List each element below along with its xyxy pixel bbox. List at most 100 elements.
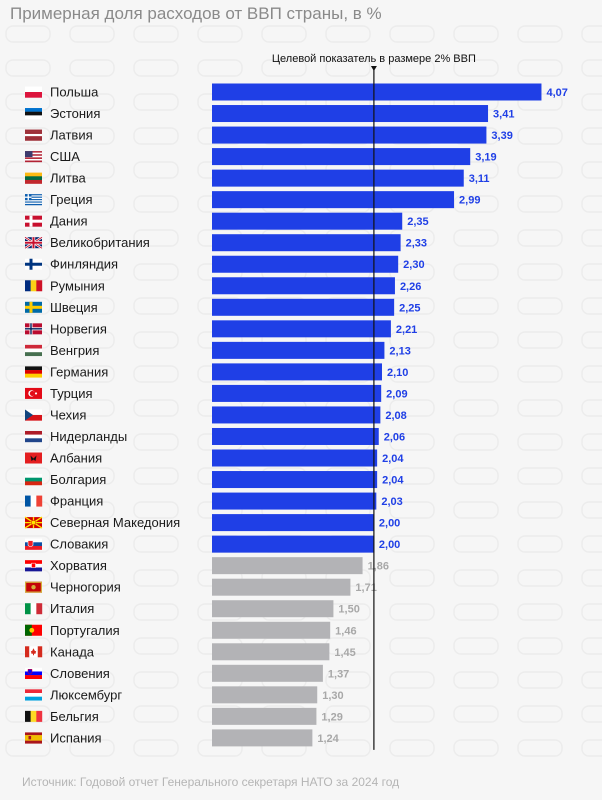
- flag-de-icon: [25, 366, 42, 378]
- watermark-tile: [389, 705, 435, 723]
- country-label: Турция: [50, 386, 93, 401]
- watermark-tile: [581, 569, 602, 587]
- flag-me-icon: [25, 581, 43, 593]
- country-label: Чехия: [50, 407, 86, 422]
- watermark-tile: [69, 195, 115, 213]
- flag-us-icon: [25, 151, 42, 163]
- flag-fr-icon: [25, 495, 43, 507]
- watermark-tile: [517, 569, 563, 587]
- watermark-tile: [581, 127, 602, 145]
- bar: [212, 643, 330, 661]
- country-label: Венгрия: [50, 343, 99, 358]
- bar: [212, 212, 403, 230]
- watermark-tile: [453, 671, 499, 689]
- watermark-tile: [133, 229, 179, 247]
- watermark-tile: [133, 467, 179, 485]
- flag-no-icon: [25, 323, 42, 335]
- watermark-tile: [517, 603, 563, 621]
- flag-dk-icon: [25, 215, 42, 227]
- watermark-tile: [581, 603, 602, 621]
- watermark-tile: [133, 93, 179, 111]
- value-label: 2,13: [389, 345, 410, 357]
- watermark-tile: [517, 705, 563, 723]
- country-label: Люксембург: [50, 687, 122, 702]
- watermark-tile: [453, 263, 499, 281]
- flag-lv-icon: [25, 129, 42, 141]
- flag-fi-icon: [25, 258, 42, 270]
- value-label: 2,00: [379, 539, 400, 551]
- flag-mk-icon: [24, 516, 43, 529]
- watermark-tile: [389, 331, 435, 349]
- watermark-tile: [517, 229, 563, 247]
- flag-hu-icon: [25, 344, 42, 357]
- watermark-tile: [517, 195, 563, 213]
- country-label: Нидерланды: [50, 429, 127, 444]
- watermark-tile: [389, 501, 435, 519]
- watermark-tile: [389, 433, 435, 451]
- watermark-tile: [581, 501, 602, 519]
- watermark-tile: [133, 399, 179, 417]
- watermark-tile: [581, 263, 602, 281]
- watermark-tile: [5, 535, 51, 553]
- flag-ro-icon: [25, 280, 43, 292]
- watermark-tile: [133, 195, 179, 213]
- watermark-tile: [389, 59, 435, 77]
- watermark-tile: [581, 671, 602, 689]
- watermark-tile: [5, 25, 51, 43]
- country-label: Греция: [50, 192, 93, 207]
- country-label: Словения: [50, 666, 110, 681]
- watermark-tile: [133, 297, 179, 315]
- flag-si-icon: [25, 667, 42, 680]
- value-label: 1,29: [321, 711, 342, 723]
- watermark-tile: [581, 705, 602, 723]
- bar: [212, 621, 331, 639]
- bar: [212, 471, 378, 489]
- watermark-tile: [325, 705, 371, 723]
- watermark-tile: [133, 705, 179, 723]
- watermark-tile: [581, 93, 602, 111]
- country-label: Германия: [50, 364, 108, 379]
- bar: [212, 535, 374, 553]
- country-label: Финляндия: [50, 257, 118, 272]
- watermark-tile: [453, 569, 499, 587]
- bar: [212, 664, 323, 682]
- watermark-tile: [517, 161, 563, 179]
- watermark-tile: [133, 331, 179, 349]
- watermark-tile: [69, 467, 115, 485]
- watermark-tile: [69, 705, 115, 723]
- watermark-tile: [325, 739, 371, 757]
- watermark-tile: [453, 365, 499, 383]
- value-label: 2,25: [399, 302, 420, 314]
- bar: [212, 384, 382, 402]
- watermark-tile: [453, 59, 499, 77]
- country-label: Дания: [50, 214, 88, 229]
- value-label: 2,09: [386, 388, 407, 400]
- watermark-tile: [389, 637, 435, 655]
- flag-lt-icon: [25, 172, 42, 184]
- chart-title: Примерная доля расходов от ВВП страны, в…: [10, 4, 382, 23]
- country-label: Эстония: [50, 106, 100, 121]
- watermark-tile: [453, 603, 499, 621]
- watermark-tile: [69, 229, 115, 247]
- country-label: Бельгия: [50, 709, 99, 724]
- watermark-tile: [69, 93, 115, 111]
- value-label: 2,03: [381, 496, 402, 508]
- value-label: 2,10: [387, 367, 408, 379]
- bar: [212, 707, 317, 725]
- value-label: 1,24: [317, 733, 339, 745]
- value-label: 2,26: [400, 281, 421, 293]
- value-label: 1,37: [328, 668, 349, 680]
- value-label: 3,11: [469, 173, 490, 185]
- watermark-tile: [389, 739, 435, 757]
- watermark-tile: [581, 59, 602, 77]
- target-arrow: [370, 66, 377, 71]
- watermark-tile: [517, 671, 563, 689]
- country-label: Швеция: [50, 300, 98, 315]
- flag-be-icon: [25, 710, 43, 722]
- watermark-tile: [69, 535, 115, 553]
- watermark-tile: [517, 263, 563, 281]
- target-label: Целевой показатель в размере 2% ВВП: [272, 53, 476, 65]
- watermark-tile: [517, 637, 563, 655]
- value-label: 1,50: [338, 604, 359, 616]
- watermark-tile: [581, 331, 602, 349]
